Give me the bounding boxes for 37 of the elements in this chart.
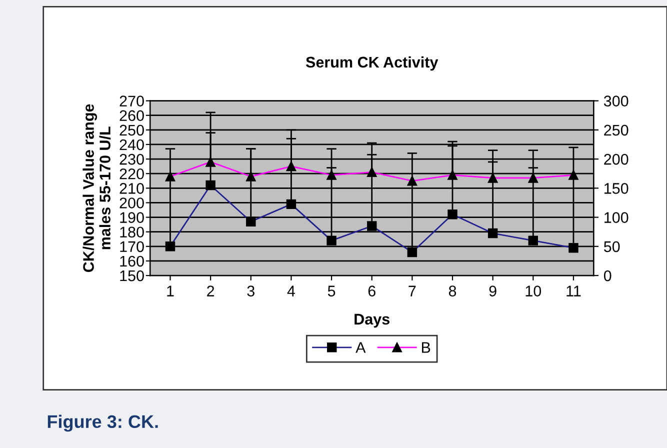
x-tick-label: 10	[526, 286, 542, 296]
x-tick-label: 2	[207, 286, 214, 296]
x-tick-label: 8	[448, 286, 456, 296]
x-tick-label: 9	[489, 286, 496, 296]
y-tick-label: 200	[120, 198, 144, 208]
legend-label: B	[422, 342, 430, 353]
x-tick-label: 5	[328, 286, 336, 296]
chart-title: Serum CK Activity	[306, 56, 438, 71]
x-tick-label: 6	[368, 286, 376, 296]
x-tick-label: 7	[408, 286, 416, 296]
y-tick-label: 170	[120, 241, 144, 252]
y2-tick-label: 200	[604, 154, 628, 165]
y-tick-label: 210	[120, 183, 144, 194]
x-tick-label: 4	[287, 286, 296, 296]
x-tick-label: 11	[566, 286, 581, 296]
y2-tick-label: 150	[604, 183, 628, 194]
y-tick-label: 260	[120, 110, 144, 122]
y-tick-label: 220	[120, 168, 144, 180]
y-tick-label: 150	[120, 270, 144, 282]
caption: Figure 3: CK.	[48, 414, 158, 432]
y-tick-label: 160	[120, 256, 144, 267]
y-tick-label: 230	[120, 154, 144, 165]
y-tick-label: 270	[120, 96, 144, 106]
x-tick-label: 3	[247, 286, 254, 296]
y-tick-label: 180	[120, 226, 144, 238]
y-tick-label: 250	[120, 124, 144, 136]
legend-label: A	[356, 342, 366, 353]
y2-tick-label: 0	[604, 270, 612, 282]
y-axis-title: CK/Normal Value range males 55-170 U/L	[82, 104, 111, 272]
x-axis-title: Days	[354, 314, 390, 328]
y-tick-label: 240	[120, 139, 144, 150]
y2-tick-label: 300	[604, 96, 628, 106]
y2-tick-label: 50	[604, 241, 620, 252]
y2-tick-label: 250	[604, 124, 628, 136]
x-tick-label: 1	[167, 286, 174, 296]
y-tick-label: 190	[120, 212, 144, 223]
y2-tick-label: 100	[604, 212, 628, 223]
